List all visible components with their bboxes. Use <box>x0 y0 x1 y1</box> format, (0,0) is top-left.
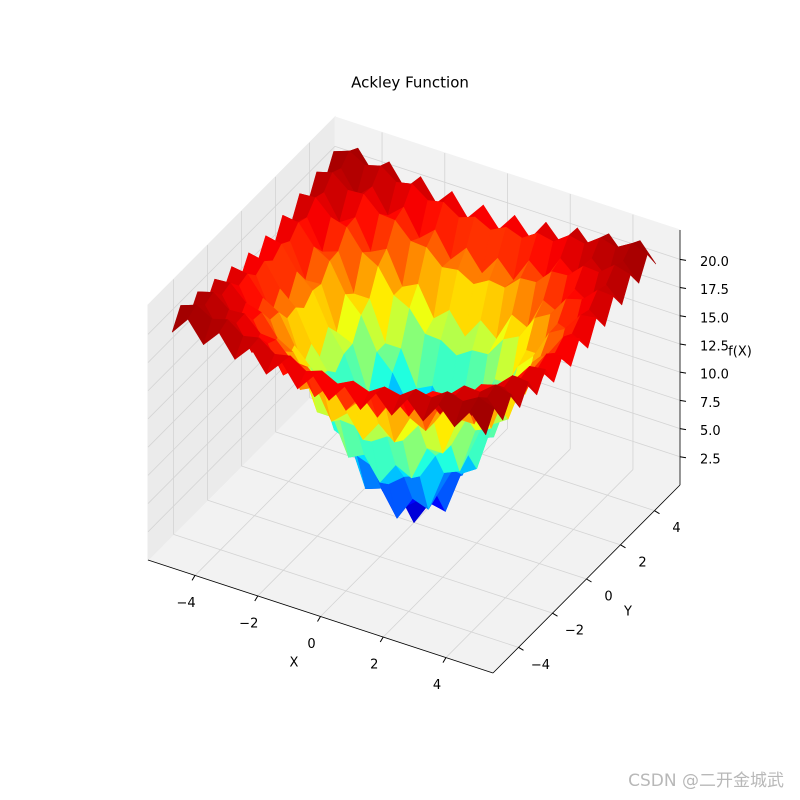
y-axis-label: Y <box>623 605 632 620</box>
y-tick-label: 0 <box>604 590 612 605</box>
tick-mark <box>654 510 660 515</box>
tick-mark <box>679 428 687 431</box>
watermark: CSDN @二开金城武 <box>628 771 784 791</box>
z-tick-label: 10.0 <box>700 368 729 383</box>
chart-title: Ackley Function <box>351 74 469 92</box>
tick-mark <box>379 636 384 643</box>
tick-mark <box>552 612 558 617</box>
tick-mark <box>191 575 196 581</box>
z-tick-label: 2.5 <box>700 452 721 467</box>
tick-mark <box>317 616 321 622</box>
x-tick-label: 2 <box>370 658 378 673</box>
tick-mark <box>518 646 524 651</box>
z-axis-label: f(X) <box>728 345 752 360</box>
tick-mark <box>586 578 592 583</box>
z-tick-label: 17.5 <box>700 283 729 298</box>
surface-facet <box>469 397 495 436</box>
grid-line <box>147 146 336 335</box>
grid-line <box>173 533 519 648</box>
tick-mark <box>679 315 687 318</box>
tick-mark <box>620 544 626 549</box>
z-tick-label: 5.0 <box>700 424 721 439</box>
x-tick-label: −4 <box>176 596 195 611</box>
z-tick-label: 20.0 <box>700 255 729 270</box>
x-tick-label: −2 <box>239 616 258 631</box>
y-tick-label: −4 <box>531 658 550 673</box>
tick-mark <box>679 343 687 346</box>
y-tick-label: 2 <box>638 555 646 570</box>
tick-mark <box>254 595 259 602</box>
tick-mark <box>679 399 687 402</box>
x-axis-line <box>147 559 494 674</box>
x-tick-label: 0 <box>307 637 315 652</box>
tick-mark <box>679 287 687 290</box>
tick-mark <box>679 456 687 459</box>
x-axis-label: X <box>290 656 299 671</box>
tick-mark <box>442 657 447 663</box>
tick-mark <box>679 258 687 261</box>
y-tick-label: −2 <box>565 624 584 639</box>
x-tick-label: 4 <box>433 678 441 693</box>
y-tick-label: 4 <box>672 521 680 536</box>
z-tick-label: 15.0 <box>700 311 729 326</box>
z-tick-label: 12.5 <box>700 339 729 354</box>
grid-line <box>334 145 681 260</box>
z-tick-label: 7.5 <box>700 396 721 411</box>
tick-mark <box>679 371 687 374</box>
grid-line <box>207 499 553 614</box>
y-axis-line <box>492 484 681 674</box>
